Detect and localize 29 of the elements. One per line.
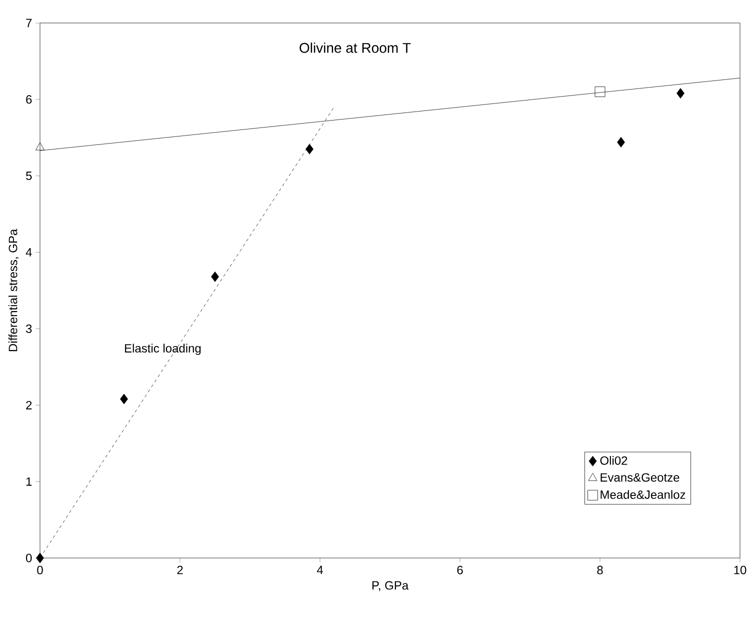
point xyxy=(306,144,314,154)
point xyxy=(617,137,625,148)
point xyxy=(36,552,44,564)
point xyxy=(35,142,45,150)
y-tick-label: 5 xyxy=(26,172,32,180)
y-tick-label: 2 xyxy=(26,400,32,410)
y-tick-label: 3 xyxy=(26,324,32,333)
legend-label: Oli02 xyxy=(600,456,628,465)
x-tick-label: 0 xyxy=(37,566,43,574)
y-tick-label: 6 xyxy=(26,95,32,104)
x-tick-label: 4 xyxy=(316,566,323,574)
y-tick-label: 7 xyxy=(26,18,32,28)
x-tick-label: 2 xyxy=(177,566,183,574)
y-tick-label: 0 xyxy=(26,554,32,562)
point xyxy=(676,88,684,99)
y-axis-title: Differential stress, GPa xyxy=(8,228,19,352)
point xyxy=(211,272,219,282)
annotation: Elastic loading xyxy=(125,344,201,355)
x-tick-label: 6 xyxy=(457,566,463,574)
text: Olivine at Room T xyxy=(300,42,411,53)
y-tick-label: 1 xyxy=(26,477,32,486)
legend-label: Evans&Geotze xyxy=(600,473,680,482)
y-tick-label: 4 xyxy=(26,248,32,256)
point xyxy=(594,86,606,97)
x-axis-title: P, GPa xyxy=(372,581,409,592)
x-tick-label: 10 xyxy=(734,566,746,574)
legend-label: Meade&Jeanloz xyxy=(600,490,686,499)
x-tick-label: 8 xyxy=(597,566,603,574)
point xyxy=(120,394,128,404)
